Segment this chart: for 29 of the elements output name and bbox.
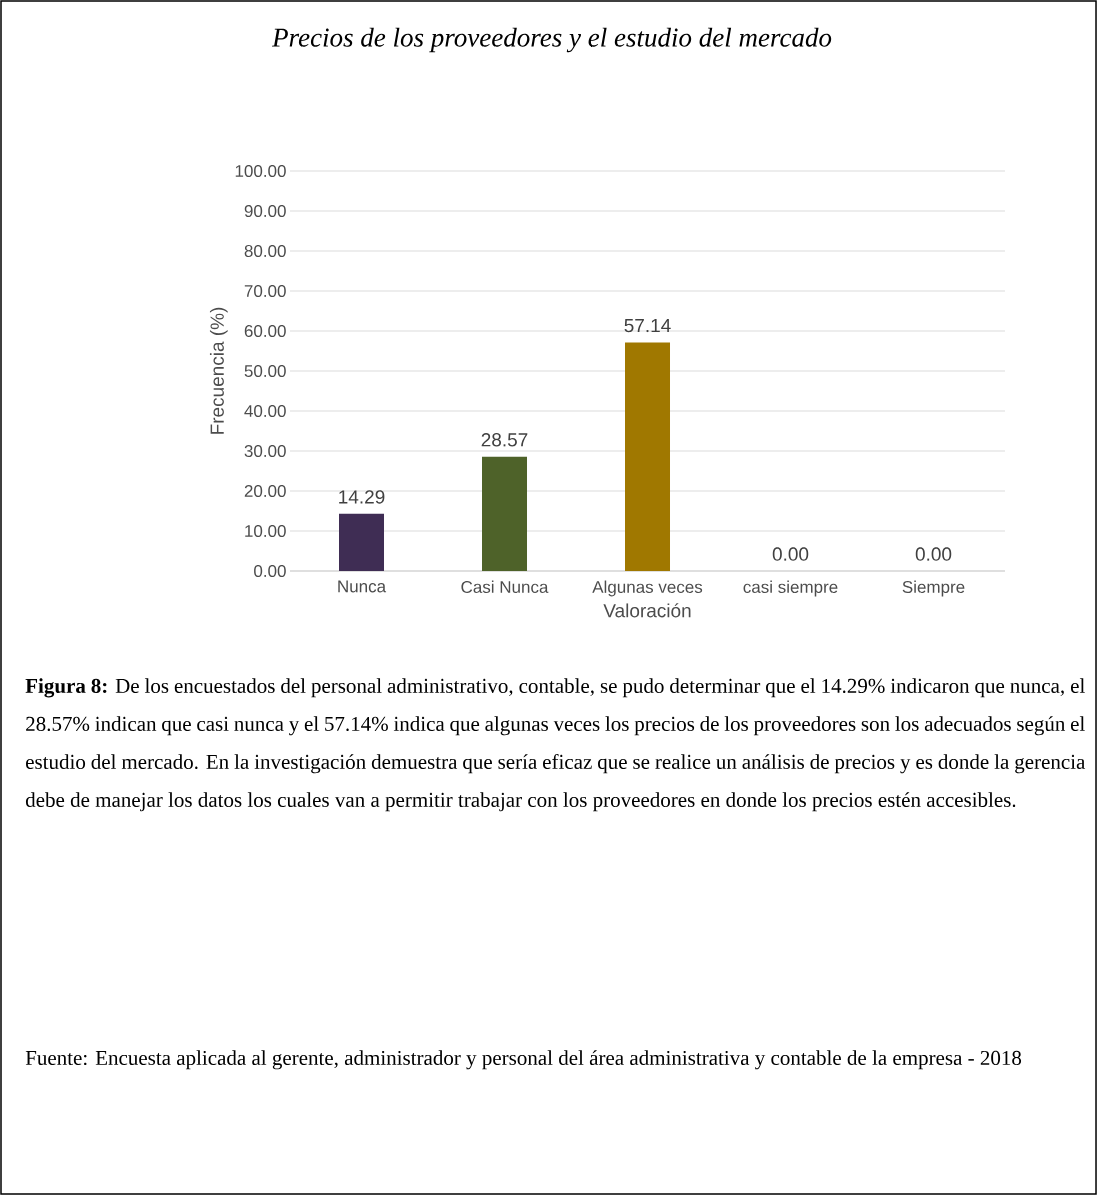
y-tick-label: 30.00 [244,444,286,458]
y-tick-label: 20.00 [244,484,286,498]
data-label: 0.00 [772,547,809,561]
data-label: 57.14 [624,318,671,333]
y-tick-label: 60.00 [244,324,286,338]
y-tick-label: 80.00 [244,244,286,258]
chart-title: Precios de los proveedores y el estudio del mercado [271,27,832,53]
data-label: 28.57 [481,433,528,447]
y-tick-label: 10.00 [245,524,286,538]
y-tick-label: 0.00 [254,564,286,578]
y-tick-label: 50.00 [244,364,286,378]
text: Figura 8: De los encuestados del personal administrativo, contable, se pudo determinar que el 14.29% indicaron que nunca, el 28.57% indican que casi nunca y el 57.14% indica que algunas veces los precios de los proveedores son los adecuados según el estudio del mercado. En la investigación demuestra que sería eficaz que se realice un análisis de precios y es donde la gerencia debe de manejar los datos los cuales van a permitir trabajar con los proveedores en donde los precios estén accesibles. [25,678,1086,812]
x-tick-label: Casi Nunca [461,580,549,594]
source-note: Fuente: Encuesta aplicada al gerente, administrador y personal del área administrativa y contable de la empresa - 2018 [25,1050,1022,1070]
y-axis-title: Frecuencia (%) [209,307,228,434]
y-tick-label: 70.00 [244,284,286,298]
x-tick-label: casi siempre [743,580,838,597]
y-tick-label: 40.00 [244,404,286,418]
x-axis-title: Valoración [603,603,691,618]
y-tick-label: 90.00 [244,204,286,218]
bar [482,456,527,572]
data-label: 14.29 [339,490,385,504]
x-tick-label: Siempre [902,580,965,597]
bar [625,342,670,572]
x-tick-label: Algunas veces [592,580,703,597]
x-tick-label: Nunca [338,580,387,593]
data-label: 0.00 [915,547,952,561]
y-tick-label: 100.00 [235,164,286,178]
bar [339,513,384,572]
